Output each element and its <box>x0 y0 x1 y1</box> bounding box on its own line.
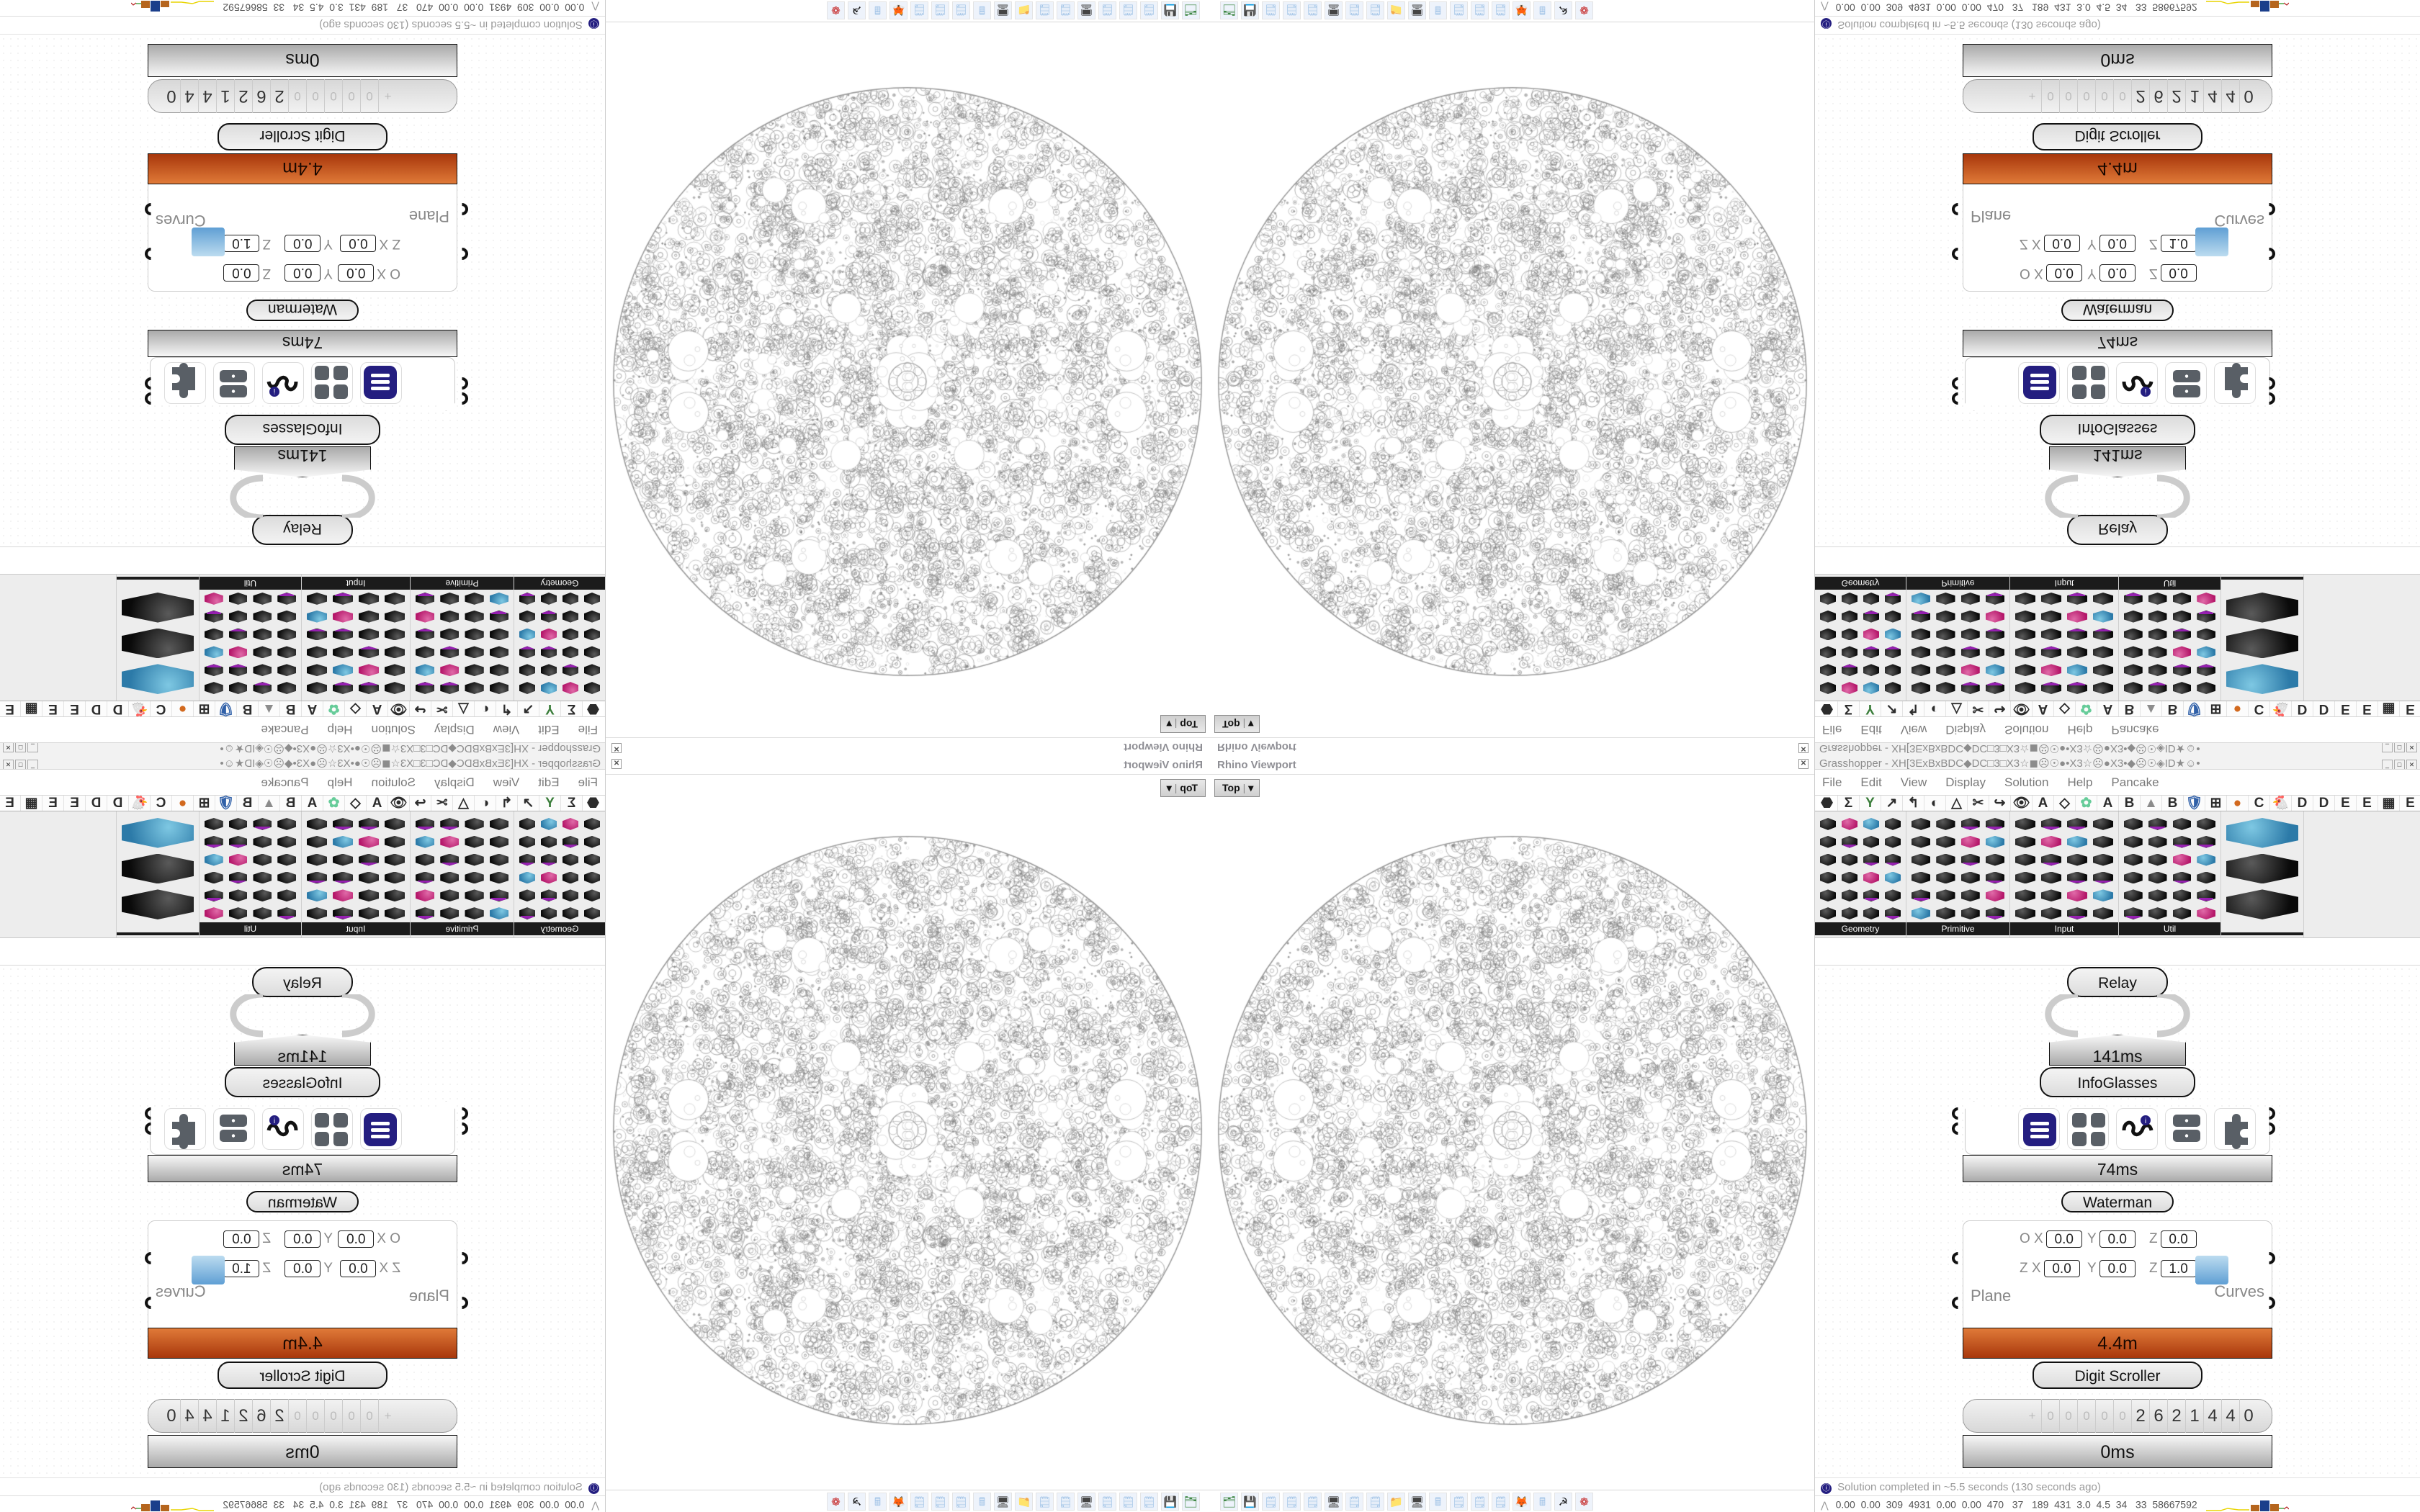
svg-text:i: i <box>274 387 275 395</box>
svg-text:i: i <box>2145 1117 2146 1125</box>
svg-text:i: i <box>274 1117 275 1125</box>
svg-text:i: i <box>2145 387 2146 395</box>
